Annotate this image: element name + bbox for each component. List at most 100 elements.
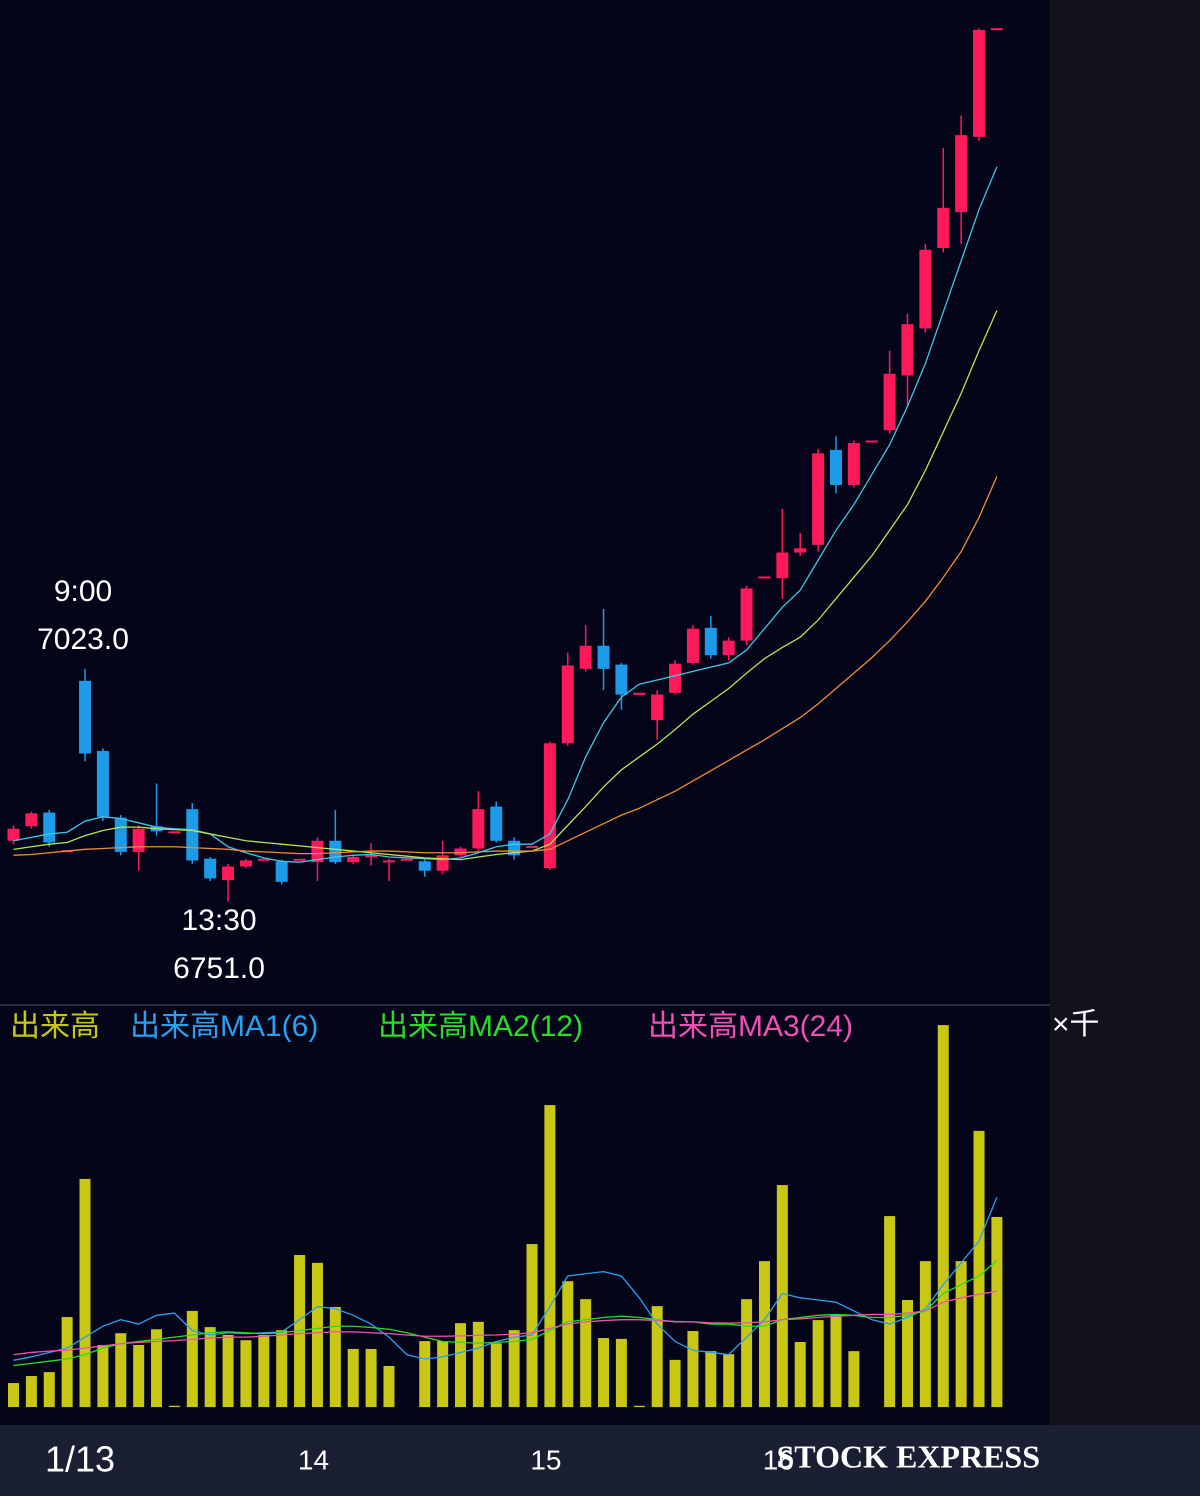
volume-bar bbox=[991, 1216, 1003, 1408]
unit-label: ×千 bbox=[1052, 1008, 1100, 1041]
candle-body bbox=[490, 806, 503, 841]
candle-body bbox=[329, 840, 342, 863]
volume-bar bbox=[973, 1130, 985, 1408]
marks bbox=[7, 28, 1003, 1408]
volume-bar bbox=[615, 1338, 627, 1408]
x-tick-label: 16 bbox=[763, 1444, 794, 1475]
volume-bar bbox=[723, 1354, 735, 1408]
candle-body bbox=[579, 645, 592, 669]
candle-body bbox=[597, 645, 610, 669]
labels: 9:00 7023.0 13:30 6751.0 1/13 14 15 16 出来高 出来高MA1… bbox=[10, 575, 1100, 1480]
volume-bar bbox=[526, 1244, 538, 1408]
volume-bar bbox=[97, 1345, 109, 1408]
volume-bar bbox=[133, 1345, 145, 1408]
candle-body bbox=[275, 861, 288, 882]
candle-body bbox=[973, 29, 986, 137]
candle-body bbox=[543, 743, 556, 869]
volume-bar bbox=[687, 1331, 699, 1408]
legend-entry: 出来高 bbox=[10, 1010, 100, 1043]
volume-bar bbox=[25, 1376, 37, 1408]
candle-body bbox=[96, 750, 109, 817]
candle-body bbox=[722, 640, 735, 656]
candle-body bbox=[704, 627, 717, 656]
volume-bar bbox=[490, 1343, 502, 1408]
candle-body bbox=[758, 576, 771, 579]
candle-body bbox=[937, 207, 950, 249]
candle-body bbox=[919, 249, 932, 329]
volume-bar bbox=[598, 1338, 610, 1408]
volume-bar bbox=[580, 1299, 592, 1408]
volume-bar bbox=[240, 1340, 252, 1408]
moving-average-line bbox=[13, 476, 998, 856]
candle-body bbox=[436, 855, 449, 871]
candle-body bbox=[561, 665, 574, 744]
axis-panel bbox=[1050, 0, 1200, 1425]
volume-bar bbox=[43, 1372, 55, 1408]
candle-body bbox=[812, 453, 825, 545]
candle-body bbox=[901, 324, 914, 376]
volume-bar bbox=[8, 1383, 19, 1408]
candle-body bbox=[114, 817, 127, 852]
volume-bar bbox=[919, 1261, 931, 1408]
volume-bar bbox=[329, 1306, 341, 1408]
volume-bar bbox=[884, 1216, 896, 1408]
candle-body bbox=[418, 861, 431, 871]
volume-bar bbox=[383, 1365, 395, 1408]
watermark: STOCK EXPRESS bbox=[777, 1438, 1041, 1474]
candle-body bbox=[365, 855, 378, 858]
volume-bar bbox=[633, 1405, 645, 1408]
volume-bar bbox=[651, 1306, 663, 1408]
volume-bar bbox=[168, 1405, 180, 1408]
volume-bar bbox=[186, 1310, 198, 1408]
candle-body bbox=[883, 373, 896, 431]
candle-body bbox=[382, 860, 395, 863]
volume-bar bbox=[311, 1262, 323, 1408]
candle-body bbox=[955, 135, 968, 213]
candle-body bbox=[526, 845, 539, 848]
candle-body bbox=[25, 813, 38, 827]
volume-bar bbox=[508, 1330, 520, 1408]
candle-body bbox=[311, 840, 324, 863]
volume-bar bbox=[902, 1300, 913, 1408]
volume-bar bbox=[61, 1317, 73, 1408]
candle-body bbox=[204, 858, 217, 879]
moving-average-line bbox=[13, 166, 998, 863]
volume-bar bbox=[741, 1299, 753, 1408]
candle-body bbox=[740, 588, 753, 641]
volume-bar bbox=[222, 1334, 234, 1408]
volume-bar bbox=[812, 1320, 824, 1408]
annotation-time: 13:30 bbox=[182, 904, 257, 937]
volume-bar bbox=[562, 1281, 574, 1408]
x-tick-label: 1/13 bbox=[45, 1439, 115, 1480]
legend-entry: 出来高MA2(12) bbox=[378, 1010, 583, 1043]
volume-bar bbox=[848, 1351, 860, 1408]
candle-body bbox=[829, 449, 842, 485]
x-tick-label: 15 bbox=[530, 1444, 561, 1475]
candle-body bbox=[472, 809, 485, 849]
volume-bar bbox=[204, 1327, 216, 1408]
volume-bar bbox=[544, 1105, 556, 1408]
volume-ma-line bbox=[13, 1290, 998, 1356]
volume-bar bbox=[437, 1341, 449, 1408]
candle-body bbox=[132, 828, 145, 852]
volume-bar bbox=[669, 1359, 681, 1408]
candle-body bbox=[186, 809, 199, 861]
candle-body bbox=[776, 552, 789, 579]
candle-body bbox=[651, 694, 664, 721]
volume-bar bbox=[276, 1330, 288, 1408]
candle-body bbox=[794, 548, 807, 553]
candle-body bbox=[168, 831, 181, 834]
volume-bar bbox=[955, 1261, 967, 1408]
volume-bar bbox=[758, 1261, 770, 1408]
candle-body bbox=[257, 858, 270, 861]
x-tick-label: 14 bbox=[298, 1444, 329, 1475]
volume-ma-line bbox=[13, 1197, 998, 1361]
volume-bar bbox=[347, 1348, 359, 1408]
legend-entry: 出来高MA1(6) bbox=[130, 1010, 318, 1043]
candle-body bbox=[239, 860, 252, 867]
volume-bar bbox=[419, 1341, 431, 1408]
moving-average-line bbox=[13, 310, 998, 861]
candle-body bbox=[454, 848, 467, 856]
candle-body bbox=[400, 858, 413, 861]
